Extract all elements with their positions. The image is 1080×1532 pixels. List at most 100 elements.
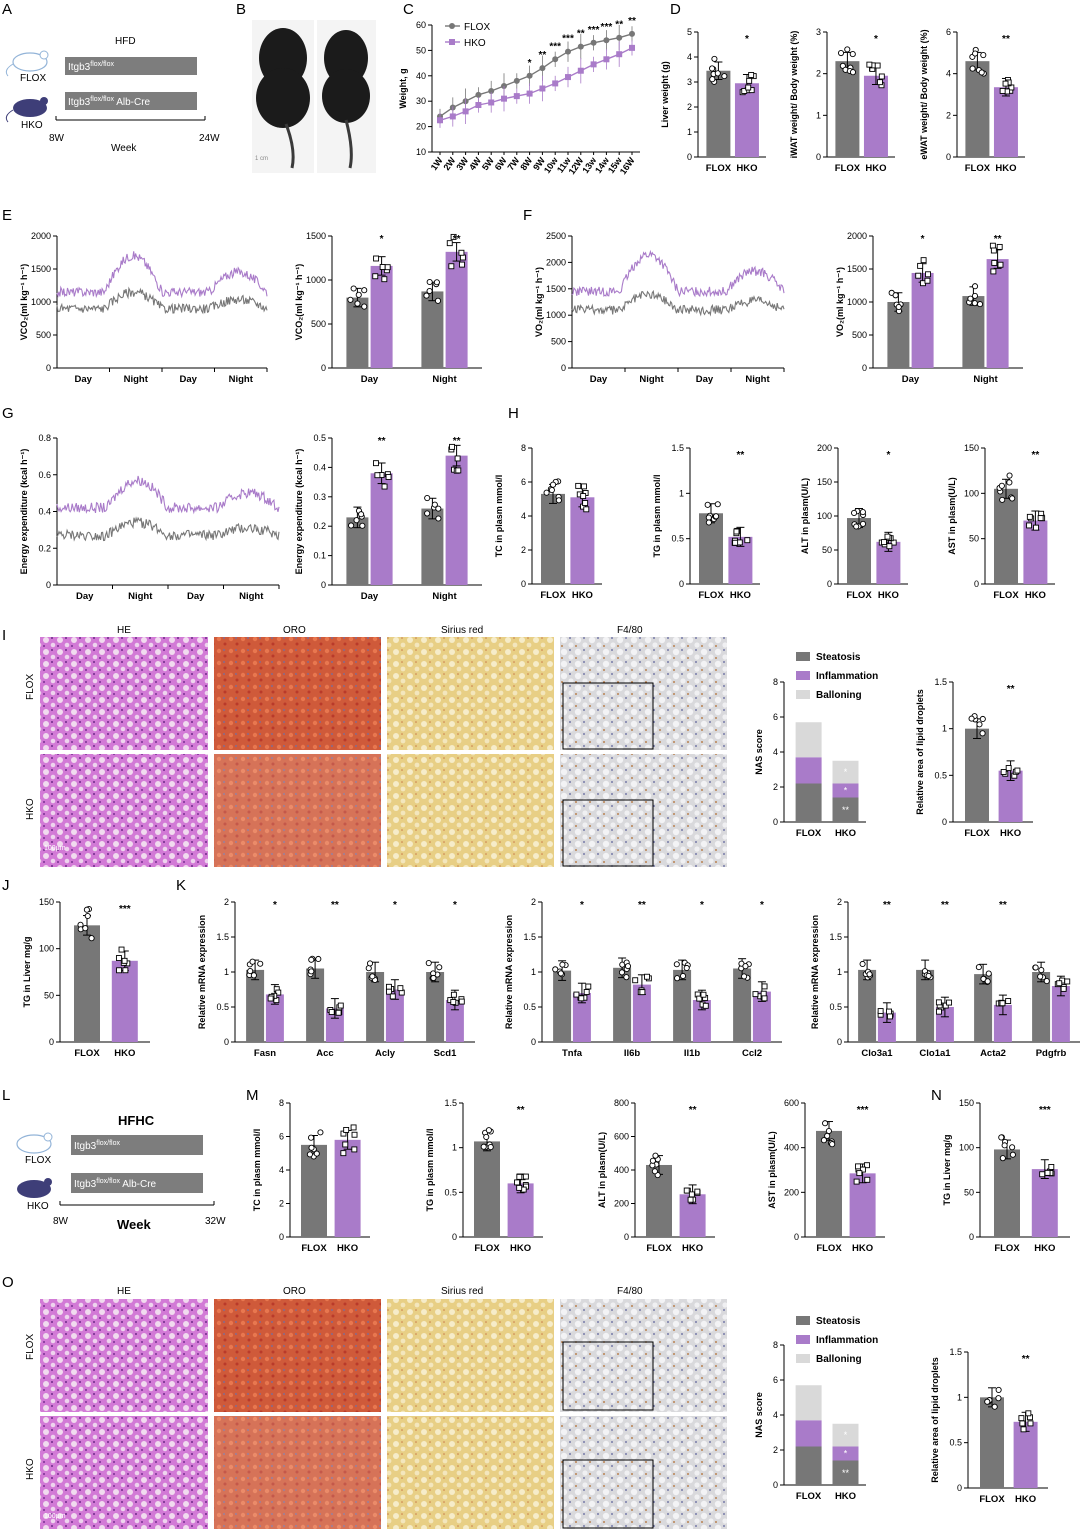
- data-point: [501, 95, 507, 102]
- significance-mark: **: [689, 1105, 697, 1116]
- data-point: [436, 964, 443, 971]
- panel-l-flox-genotype: Itgb3flox/flox: [74, 1140, 120, 1152]
- data-point: [343, 1126, 350, 1133]
- y-tick-label: 0.5: [216, 1002, 229, 1012]
- panel-l-flox-label: FLOX: [25, 1155, 51, 1166]
- chart-d3-ewat: 0 2 4 6 eWAT weight/ Body weight (%) FLOX HKO *…: [919, 27, 1025, 174]
- y-tick-label: 500: [311, 319, 326, 329]
- data-point: [577, 67, 584, 74]
- data-point: [550, 481, 557, 488]
- data-point: [704, 501, 711, 508]
- y-tick-label: 6: [279, 1132, 284, 1142]
- data-point: [250, 972, 257, 979]
- x-tick-label: FLOX: [846, 590, 872, 601]
- data-point: [488, 99, 495, 106]
- panel-letter-h: H: [508, 405, 519, 422]
- data-point: [603, 56, 610, 63]
- data-point: [424, 510, 431, 517]
- bar-flox: [699, 513, 723, 584]
- y-tick-label: 1.5: [671, 443, 684, 453]
- data-point: [361, 287, 368, 294]
- data-point: [347, 296, 354, 303]
- bar-flox-day: [887, 302, 910, 368]
- x-tick-label: HKO: [835, 1491, 856, 1502]
- y-tick-label: 0: [224, 1037, 229, 1047]
- data-point: [733, 528, 740, 535]
- bar-flox-pdgfrb: [1032, 972, 1051, 1042]
- data-point: [381, 483, 388, 490]
- y-tick-label: 50: [44, 990, 54, 1000]
- panel-a-hko-bar: [65, 92, 197, 110]
- x-tick-label: HKO: [114, 1048, 135, 1059]
- x-tick-label: HKO: [736, 163, 757, 174]
- data-point: [458, 998, 465, 1005]
- data-point: [618, 969, 626, 976]
- data-point: [942, 1002, 949, 1009]
- bar-flox-day: [346, 297, 369, 368]
- panel-l-hko-bar: [71, 1173, 203, 1193]
- y-tick-label: 100: [817, 511, 832, 521]
- data-point: [709, 65, 716, 72]
- data-point: [118, 946, 125, 953]
- data-point: [437, 117, 443, 124]
- x-tick-label: FLOX: [994, 1243, 1020, 1254]
- bar-flox: [994, 488, 1018, 584]
- y-axis-title: ALT in plasm(U/L): [597, 1132, 607, 1208]
- y-tick-label: 2: [531, 897, 536, 907]
- data-point: [450, 233, 457, 240]
- y-tick-label: 30: [416, 96, 426, 106]
- bar-hko: [111, 960, 138, 1042]
- panel-letter-j: J: [2, 877, 10, 894]
- hist-i-flox-f480: [560, 637, 727, 750]
- data-point: [374, 472, 381, 479]
- y-tick-label: 800: [614, 1098, 629, 1108]
- stack-steatosis-hko: [832, 797, 859, 822]
- y-tick-label: 0: [816, 152, 821, 162]
- y-tick-label: 0: [321, 363, 326, 373]
- legend-label-steatosis: Steatosis: [816, 1316, 861, 1327]
- y-tick-label: 200: [817, 443, 832, 453]
- data-point: [649, 1157, 656, 1164]
- data-point: [1009, 1144, 1016, 1151]
- bar-flox-il6b: [613, 967, 632, 1042]
- data-point: [935, 999, 942, 1006]
- data-point: [876, 79, 883, 86]
- x-tick-label: HKO: [1015, 1494, 1036, 1505]
- chart-m2-tg: 0 0.5 1 1.5 TG in plasm mmol/l FLOX HKO **: [425, 1098, 543, 1254]
- y-tick-label: 0: [957, 1483, 962, 1493]
- data-point: [351, 1131, 358, 1138]
- y-tick-label: 2: [687, 102, 692, 112]
- y-tick-label: 1.5: [216, 932, 229, 942]
- data-point: [829, 1141, 836, 1148]
- data-point: [552, 80, 559, 87]
- stack-inflammation-hko: [832, 1446, 859, 1461]
- data-point: [583, 506, 590, 513]
- chart-f1-vo2-trace: 0 500 1000 1500 2000 2500 VO₂(ml kg⁻¹ h⁻¹) Day N…: [534, 231, 785, 385]
- hist-i-hko-oro: [214, 754, 381, 867]
- data-point: [998, 1134, 1005, 1141]
- y-tick-label: 500: [551, 337, 566, 347]
- significance-mark: **: [737, 450, 745, 461]
- data-point: [1001, 1142, 1008, 1149]
- data-point: [884, 533, 891, 540]
- significance-mark: *: [760, 900, 764, 911]
- data-point: [1005, 765, 1012, 771]
- significance-mark: **: [883, 900, 891, 911]
- y-tick-label: 150: [959, 1098, 974, 1108]
- bar-flox-acly: [366, 972, 385, 1042]
- data-point: [979, 730, 986, 737]
- y-tick-label: 1.5: [523, 932, 536, 942]
- hist-i-hko-sirius: [387, 754, 554, 867]
- chart-h4-ast: 0 50 100 150 AST in plasm(U/L) FLOX HKO **: [947, 443, 1055, 601]
- data-point: [348, 522, 355, 529]
- series-line-hko: [56, 251, 268, 299]
- data-point: [446, 240, 453, 247]
- data-point: [448, 263, 455, 270]
- x-tick-label: Clo1a1: [919, 1048, 951, 1059]
- data-point: [859, 520, 867, 527]
- panel-l-schematic: HFHC FLOX Itgb3flox/flox HKO Itgb3flox/f…: [16, 1113, 226, 1232]
- hist-i-col-sirius: Sirius red: [441, 625, 483, 636]
- data-point: [462, 108, 469, 115]
- data-point: [335, 1009, 342, 1016]
